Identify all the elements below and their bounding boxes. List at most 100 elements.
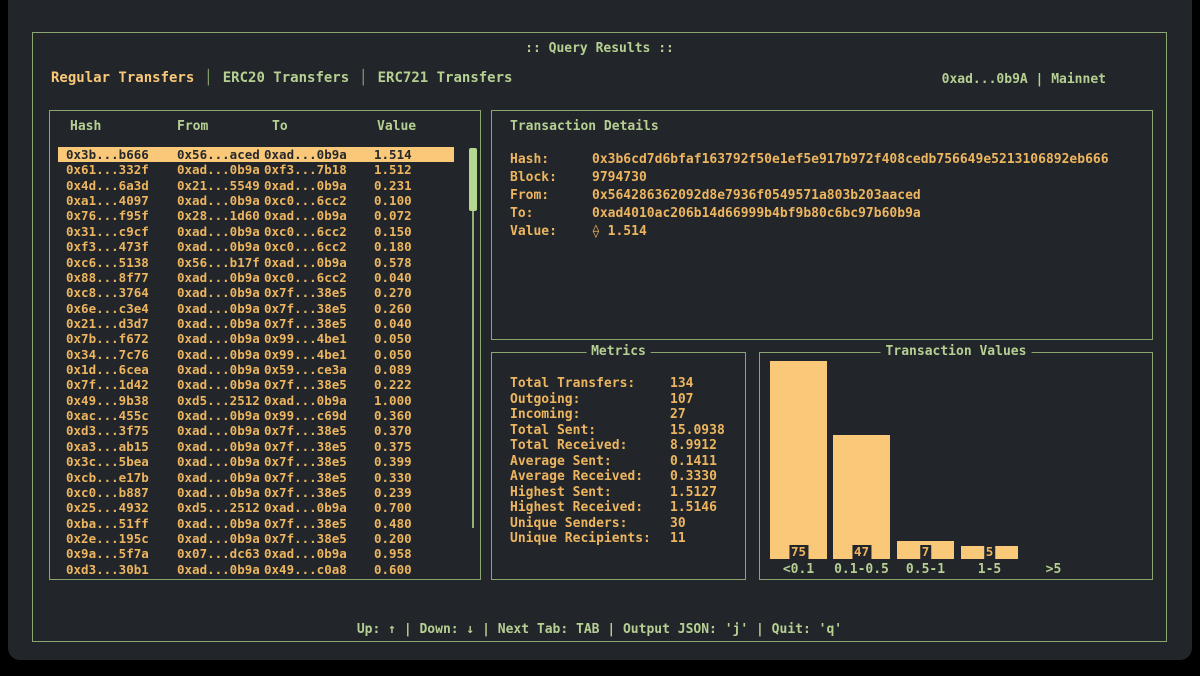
- desktop-background: :: Query Results :: Regular Transfers│ER…: [0, 0, 1200, 676]
- cell-hash: 0xa1...4097: [66, 193, 177, 208]
- cell-from: 0xad...0b9a: [177, 162, 264, 177]
- cell-to: 0x99...c69d: [264, 408, 374, 423]
- metric-label: Unique Recipients:: [510, 531, 670, 547]
- table-row[interactable]: 0x3c...5bea0xad...0b9a0x7f...38e50.399: [58, 454, 454, 469]
- table-row[interactable]: 0x1d...6cea0xad...0b9a0x59...ce3a0.089: [58, 362, 454, 377]
- table-row[interactable]: 0x4d...6a3d0x21...55490xad...0b9a0.231: [58, 178, 454, 193]
- tab-erc20-transfers[interactable]: ERC20 Transfers: [223, 70, 349, 86]
- cell-value: 0.480: [374, 516, 454, 531]
- cell-from: 0xad...0b9a: [177, 331, 264, 346]
- metric-value: 134: [670, 376, 693, 392]
- cell-to: 0xad...0b9a: [264, 546, 374, 561]
- table-row[interactable]: 0xac...455c0xad...0b9a0x99...c69d0.360: [58, 408, 454, 423]
- cell-from: 0xad...0b9a: [177, 270, 264, 285]
- cell-hash: 0xc0...b887: [66, 485, 177, 500]
- chart-bar-value: 75: [789, 545, 808, 559]
- table-row[interactable]: 0x2e...195c0xad...0b9a0x7f...38e50.200: [58, 531, 454, 546]
- cell-from: 0x56...aced: [177, 147, 264, 162]
- chart-bar: 7: [897, 541, 954, 559]
- table-row[interactable]: 0xa3...ab150xad...0b9a0x7f...38e50.375: [58, 439, 454, 454]
- cell-hash: 0x76...f95f: [66, 208, 177, 223]
- cell-from: 0xad...0b9a: [177, 285, 264, 300]
- cell-to: 0xc0...6cc2: [264, 224, 374, 239]
- metric-row: Outgoing:107: [510, 392, 737, 408]
- chart-axis-label: 0.1-0.5: [834, 562, 889, 577]
- table-row[interactable]: 0x6e...c3e40xad...0b9a0x7f...38e50.260: [58, 301, 454, 316]
- metric-row: Total Received:8.9912: [510, 438, 737, 454]
- cell-from: 0xad...0b9a: [177, 516, 264, 531]
- cell-to: 0x7f...38e5: [264, 316, 374, 331]
- table-row[interactable]: 0xf3...473f0xad...0b9a0xc0...6cc20.180: [58, 239, 454, 254]
- detail-value: 0x3b6cd7d6bfaf163792f50e1ef5e917b972f408…: [592, 151, 1109, 169]
- cell-to: 0x99...4be1: [264, 347, 374, 362]
- table-row[interactable]: 0xcb...e17b0xad...0b9a0x7f...38e50.330: [58, 470, 454, 485]
- metric-label: Incoming:: [510, 407, 670, 423]
- metric-label: Total Sent:: [510, 423, 670, 439]
- table-row[interactable]: 0xa1...40970xad...0b9a0xc0...6cc20.100: [58, 193, 454, 208]
- table-row[interactable]: 0xc8...37640xad...0b9a0x7f...38e50.270: [58, 285, 454, 300]
- cell-to: 0xf3...7b18: [264, 162, 374, 177]
- table-row[interactable]: 0xc6...51380x56...b17f0xad...0b9a0.578: [58, 255, 454, 270]
- cell-to: 0x7f...38e5: [264, 454, 374, 469]
- table-row[interactable]: 0x9a...5f7a0x07...dc630xad...0b9a0.958: [58, 546, 454, 561]
- cell-value: 0.222: [374, 377, 454, 392]
- table-row[interactable]: 0x88...8f770xad...0b9a0xc0...6cc20.040: [58, 270, 454, 285]
- table-row[interactable]: 0x7f...1d420xad...0b9a0x7f...38e50.222: [58, 377, 454, 392]
- cell-from: 0xad...0b9a: [177, 362, 264, 377]
- cell-to: 0x99...4be1: [264, 331, 374, 346]
- keybinding-hints: Up: ↑ | Down: ↓ | Next Tab: TAB | Output…: [33, 622, 1166, 637]
- metric-row: Average Sent:0.1411: [510, 454, 737, 470]
- cell-value: 0.072: [374, 208, 454, 223]
- table-row[interactable]: 0xd3...3f750xad...0b9a0x7f...38e50.370: [58, 423, 454, 438]
- detail-row: Hash:0x3b6cd7d6bfaf163792f50e1ef5e917b97…: [510, 151, 1142, 169]
- cell-to: 0x7f...38e5: [264, 285, 374, 300]
- cell-value: 1.514: [374, 147, 454, 162]
- cell-hash: 0x3c...5bea: [66, 454, 177, 469]
- metric-row: Incoming:27: [510, 407, 737, 423]
- detail-value: ⟠ 1.514: [592, 223, 647, 241]
- cell-from: 0xad...0b9a: [177, 224, 264, 239]
- metric-label: Average Sent:: [510, 454, 670, 470]
- table-row[interactable]: 0xc0...b8870xad...0b9a0x7f...38e50.239: [58, 485, 454, 500]
- chart-bar: 5: [961, 546, 1018, 559]
- page-title: :: Query Results ::: [33, 41, 1166, 56]
- table-row[interactable]: 0x21...d3d70xad...0b9a0x7f...38e50.040: [58, 316, 454, 331]
- table-row[interactable]: 0x76...f95f0x28...1d600xad...0b9a0.072: [58, 208, 454, 223]
- cell-to: 0xad...0b9a: [264, 147, 374, 162]
- table-row[interactable]: 0x49...9b380xd5...25120xad...0b9a1.000: [58, 393, 454, 408]
- chart-axis-label: <0.1: [783, 562, 814, 577]
- metric-row: Highest Received:1.5146: [510, 500, 737, 516]
- cell-from: 0xad...0b9a: [177, 439, 264, 454]
- cell-hash: 0xc6...5138: [66, 255, 177, 270]
- cell-hash: 0x4d...6a3d: [66, 178, 177, 193]
- cell-value: 0.360: [374, 408, 454, 423]
- detail-row: Value:⟠ 1.514: [510, 223, 1142, 241]
- cell-value: 0.100: [374, 193, 454, 208]
- cell-hash: 0x61...332f: [66, 162, 177, 177]
- cell-value: 0.600: [374, 562, 454, 577]
- terminal-window: :: Query Results :: Regular Transfers│ER…: [8, 0, 1192, 660]
- table-row[interactable]: 0x34...7c760xad...0b9a0x99...4be10.050: [58, 347, 454, 362]
- tab-regular-transfers[interactable]: Regular Transfers: [51, 70, 194, 86]
- cell-value: 0.040: [374, 270, 454, 285]
- cell-hash: 0xf3...473f: [66, 239, 177, 254]
- cell-hash: 0xcb...e17b: [66, 470, 177, 485]
- metric-value: 107: [670, 392, 693, 408]
- cell-to: 0x7f...38e5: [264, 531, 374, 546]
- metric-value: 8.9912: [670, 438, 717, 454]
- table-row[interactable]: 0x61...332f0xad...0b9a0xf3...7b181.512: [58, 162, 454, 177]
- scrollbar-thumb[interactable]: [469, 148, 477, 211]
- cell-hash: 0x88...8f77: [66, 270, 177, 285]
- table-row[interactable]: 0x25...49320xd5...25120xad...0b9a0.700: [58, 500, 454, 515]
- cell-from: 0xad...0b9a: [177, 423, 264, 438]
- detail-label: Value:: [510, 223, 592, 241]
- table-row[interactable]: 0xba...51ff0xad...0b9a0x7f...38e50.480: [58, 516, 454, 531]
- table-row[interactable]: 0x7b...f6720xad...0b9a0x99...4be10.050: [58, 331, 454, 346]
- cell-hash: 0xba...51ff: [66, 516, 177, 531]
- table-row[interactable]: 0x31...c9cf0xad...0b9a0xc0...6cc20.150: [58, 224, 454, 239]
- metric-value: 0.3330: [670, 469, 717, 485]
- cell-hash: 0xd3...3f75: [66, 423, 177, 438]
- table-row[interactable]: 0xd3...30b10xad...0b9a0x49...c0a80.600: [58, 562, 454, 577]
- table-row[interactable]: 0x3b...b6660x56...aced0xad...0b9a1.514: [58, 147, 454, 162]
- tab-erc721-transfers[interactable]: ERC721 Transfers: [378, 70, 513, 86]
